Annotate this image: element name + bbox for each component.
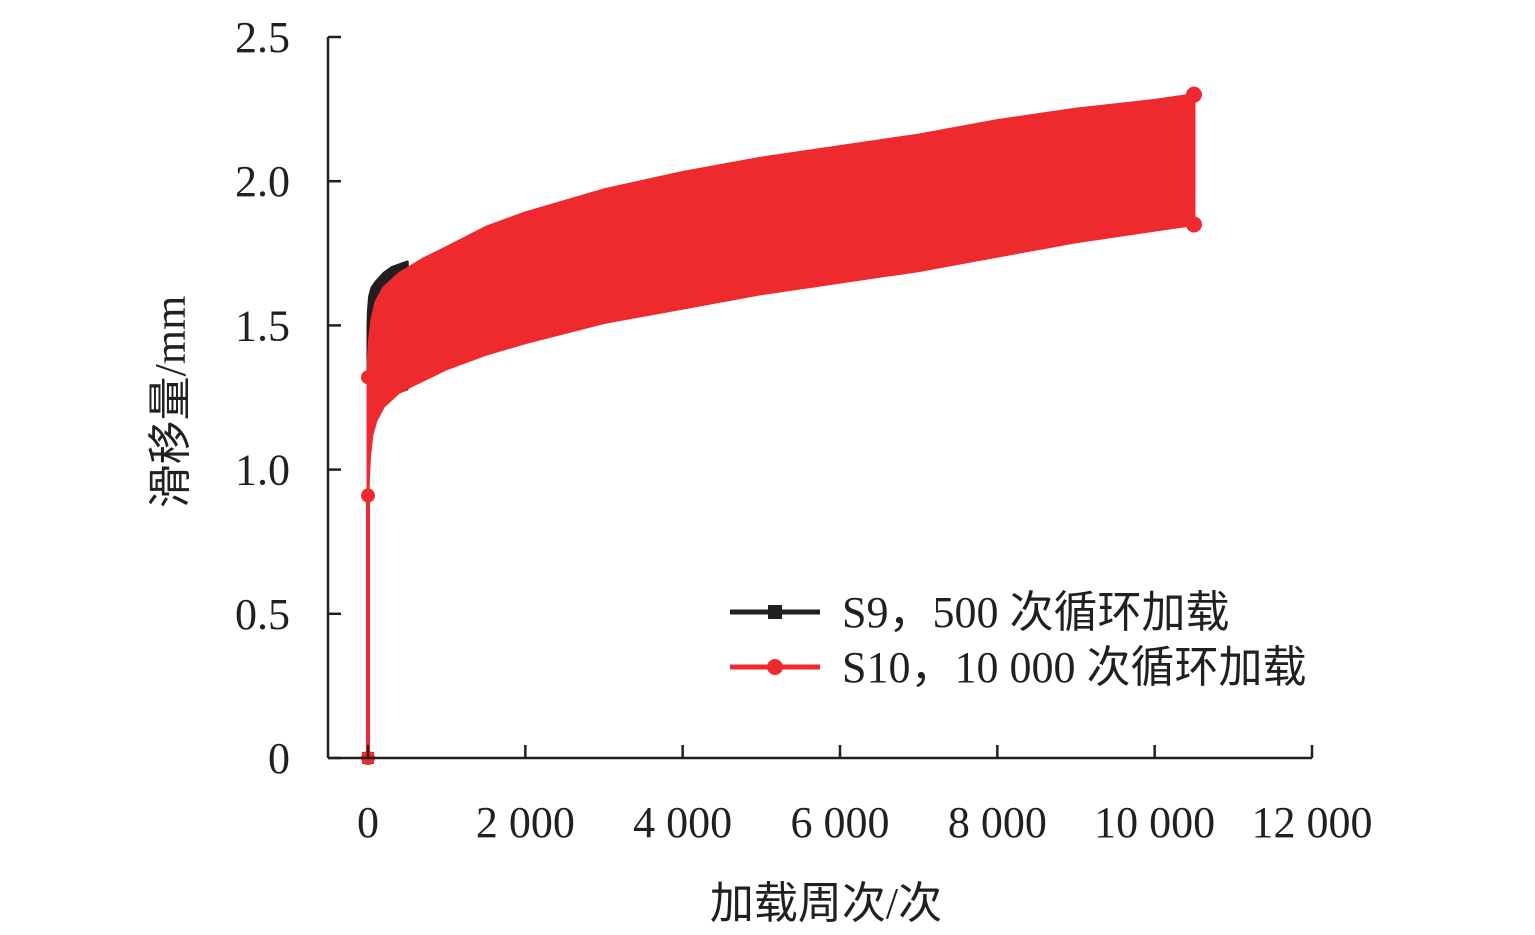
plot-area bbox=[361, 86, 1202, 765]
y-tick-label: 2.5 bbox=[235, 13, 290, 62]
series-band-s10 bbox=[366, 93, 1196, 498]
legend-label-s9: S9，500 次循环加载 bbox=[842, 588, 1229, 637]
y-axis-title: 滑移量/mm bbox=[146, 296, 195, 509]
series-marker-s10-start-lower bbox=[361, 488, 375, 503]
y-tick-label: 2.0 bbox=[235, 157, 290, 206]
y-tick-label: 1.0 bbox=[235, 446, 290, 495]
tick-marks bbox=[328, 35, 1314, 760]
legend-marker-s9 bbox=[768, 605, 782, 619]
series-marker-s10-end-lower bbox=[1186, 216, 1202, 233]
legend-label-s10: S10，10 000 次循环加载 bbox=[842, 643, 1306, 692]
legend-marker-s10 bbox=[767, 659, 783, 675]
x-axis-title: 加载周次/次 bbox=[710, 879, 942, 928]
legend-item-s10: S10，10 000 次循环加载 bbox=[730, 643, 1306, 692]
axes bbox=[326, 37, 1312, 760]
y-tick-label: 0.5 bbox=[235, 590, 290, 639]
x-tick-label: 10 000 bbox=[1094, 798, 1215, 847]
x-tick-label: 4 000 bbox=[633, 798, 732, 847]
series-marker-s10-start-upper bbox=[361, 370, 375, 385]
x-tick-label: 0 bbox=[357, 798, 379, 847]
y-tick-label: 0 bbox=[268, 734, 290, 783]
legend: S9，500 次循环加载 S10，10 000 次循环加载 bbox=[730, 588, 1306, 692]
legend-item-s9: S9，500 次循环加载 bbox=[730, 588, 1229, 637]
x-tick-label: 8 000 bbox=[948, 798, 1047, 847]
x-tick-label: 2 000 bbox=[476, 798, 575, 847]
series-marker-s10-end-upper bbox=[1186, 86, 1202, 103]
x-tick-label: 12 000 bbox=[1252, 798, 1373, 847]
tick-labels: 0 0.5 1.0 1.5 2.0 2.5 0 2 000 4 000 6 000 8 000 10 … bbox=[235, 13, 1373, 847]
x-tick-label: 6 000 bbox=[791, 798, 890, 847]
y-tick-label: 1.5 bbox=[235, 301, 290, 350]
